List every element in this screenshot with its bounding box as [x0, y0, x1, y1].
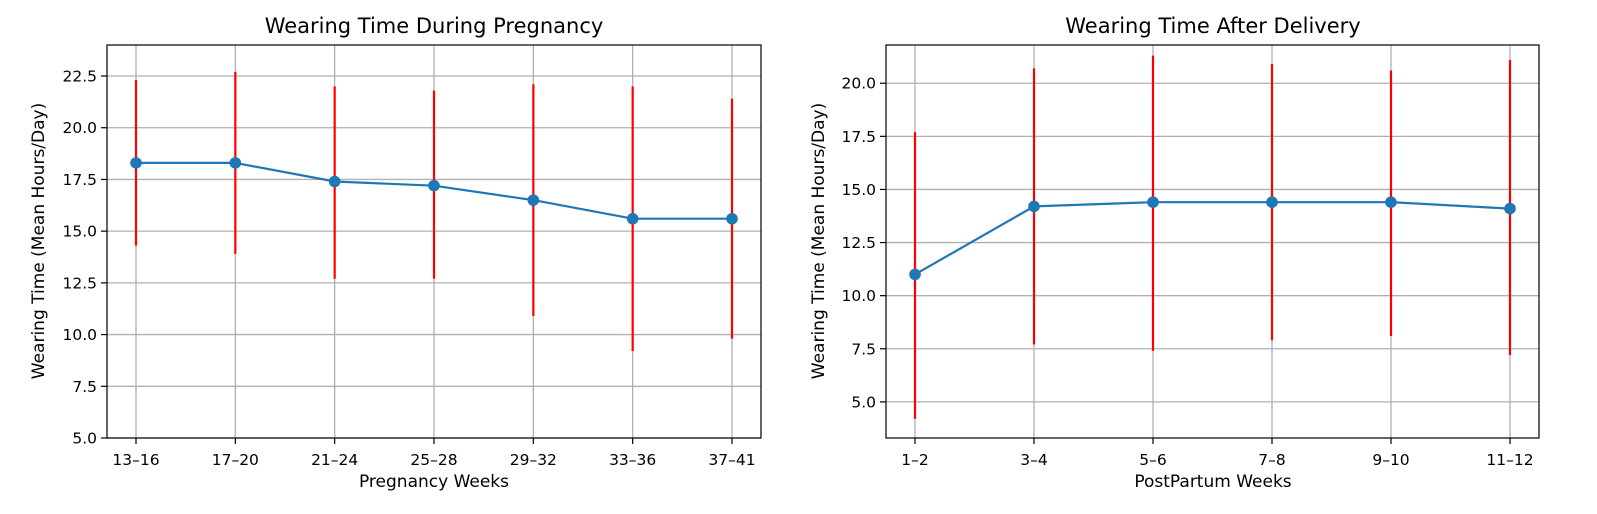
y-tick-label: 10.0 [841, 287, 876, 305]
x-tick-label: 29–32 [510, 451, 557, 469]
y-tick-label: 5.0 [72, 430, 97, 448]
y-tick-label: 15.0 [62, 223, 97, 241]
series-line [914, 201, 1511, 276]
y-tick-label: 10.0 [62, 326, 97, 344]
postpartum-chart: Wearing Time After Delivery PostPartum W… [809, 14, 1540, 492]
plot-frame [885, 44, 1540, 439]
chart-title: Wearing Time After Delivery [1065, 14, 1360, 38]
x-tick-label: 25–28 [410, 451, 457, 469]
y-tick-label: 12.5 [841, 234, 876, 252]
data-point [130, 157, 142, 169]
y-axis-label: Wearing Time (Mean Hours/Day) [29, 103, 49, 379]
x-tick-label: 21–24 [311, 451, 358, 469]
data-point [1028, 200, 1040, 213]
data-point [1147, 196, 1159, 208]
y-tick-label: 15.0 [841, 181, 876, 199]
data-point [1266, 196, 1278, 208]
data-point [428, 179, 440, 192]
y-tick-label: 17.5 [841, 128, 876, 146]
x-tick-label: 3–4 [1020, 451, 1047, 469]
y-tick-label: 7.5 [72, 378, 97, 396]
x-tick-label: 1–2 [901, 451, 928, 469]
x-tick-label: 5–6 [1139, 451, 1166, 469]
y-tick-label: 20.0 [841, 75, 876, 93]
x-tick-label: 13–16 [112, 451, 159, 469]
x-axis-label: Pregnancy Weeks [359, 472, 509, 492]
x-tick-label: 37–41 [708, 451, 755, 469]
y-axis-label: Wearing Time (Mean Hours/Day) [809, 103, 829, 379]
data-point [1385, 196, 1397, 208]
x-tick-label: 9–10 [1372, 451, 1409, 469]
x-tick-label: 33–36 [609, 451, 656, 469]
y-tick-label: 12.5 [62, 274, 97, 292]
y-tick-label: 17.5 [62, 171, 97, 189]
y-tick-label: 7.5 [851, 340, 876, 358]
x-tick-label: 7–8 [1258, 451, 1285, 469]
data-point [626, 212, 639, 225]
data-point [909, 268, 921, 281]
data-point [726, 212, 738, 225]
data-point [527, 194, 540, 206]
x-tick-label: 11–12 [1486, 451, 1533, 469]
x-axis-label: PostPartum Weeks [1134, 472, 1291, 492]
chart-title: Wearing Time During Pregnancy [265, 14, 604, 38]
y-tick-label: 5.0 [851, 393, 876, 411]
pregnancy-chart: Wearing Time During Pregnancy Pregnancy … [29, 14, 762, 492]
data-point [229, 157, 242, 169]
y-tick-label: 20.0 [62, 119, 97, 137]
y-tick-label: 22.5 [62, 68, 97, 86]
data-point [1504, 202, 1516, 215]
data-point [328, 175, 341, 188]
x-tick-label: 17–20 [212, 451, 259, 469]
